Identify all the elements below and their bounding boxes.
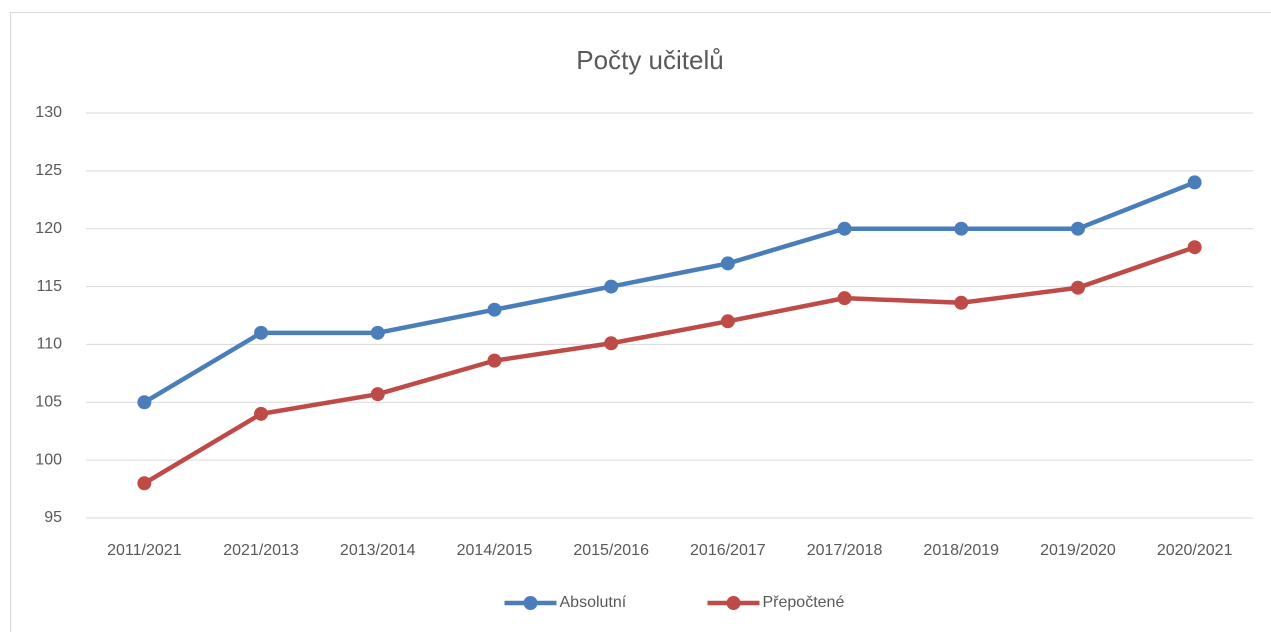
y-tick-label: 110	[36, 336, 62, 353]
x-tick-label: 2015/2016	[573, 542, 649, 559]
series-line	[143, 180, 1196, 405]
marker	[954, 221, 969, 236]
y-tick-label: 120	[35, 220, 62, 237]
marker	[254, 406, 269, 421]
y-tick-label: 105	[35, 394, 62, 411]
marker	[1187, 175, 1202, 190]
x-tick-label: 2021/2013	[223, 542, 299, 559]
marker	[1070, 280, 1085, 295]
marker	[604, 279, 619, 294]
legend-marker	[523, 596, 538, 610]
marker	[487, 353, 502, 368]
y-tick-label: 115	[36, 278, 62, 295]
marker	[487, 302, 502, 317]
x-tick-label: 2014/2015	[457, 542, 533, 559]
x-tick-label: 2017/2018	[807, 542, 883, 559]
marker	[137, 395, 152, 410]
marker	[720, 314, 735, 329]
x-tick-label: 2013/2014	[340, 542, 416, 559]
marker	[1187, 240, 1202, 255]
x-tick-label: 2020/2021	[1157, 542, 1233, 559]
x-tick-label: 2011/2021	[107, 542, 182, 559]
legend-marker	[726, 596, 741, 610]
marker	[254, 325, 269, 340]
series-line	[143, 245, 1196, 486]
chart-border	[10, 12, 1271, 632]
marker	[837, 291, 852, 306]
y-tick-label: 100	[35, 451, 62, 468]
marker	[604, 336, 619, 351]
marker	[1070, 221, 1085, 236]
y-tick-label: 125	[35, 162, 62, 179]
marker	[837, 221, 852, 236]
legend-label: Přepočtené	[763, 594, 845, 611]
x-tick-label: 2016/2017	[690, 542, 766, 559]
y-tick-label: 130	[35, 104, 62, 121]
chart-title: Počty učitelů	[576, 45, 723, 75]
marker	[954, 295, 969, 310]
marker	[370, 387, 385, 402]
x-tick-label: 2019/2020	[1040, 542, 1116, 559]
y-tick-label: 95	[44, 509, 62, 526]
x-tick-label: 2018/2019	[923, 542, 999, 559]
marker	[370, 325, 385, 340]
marker	[137, 476, 152, 491]
legend-label: Absolutní	[560, 594, 627, 611]
marker	[720, 256, 735, 271]
